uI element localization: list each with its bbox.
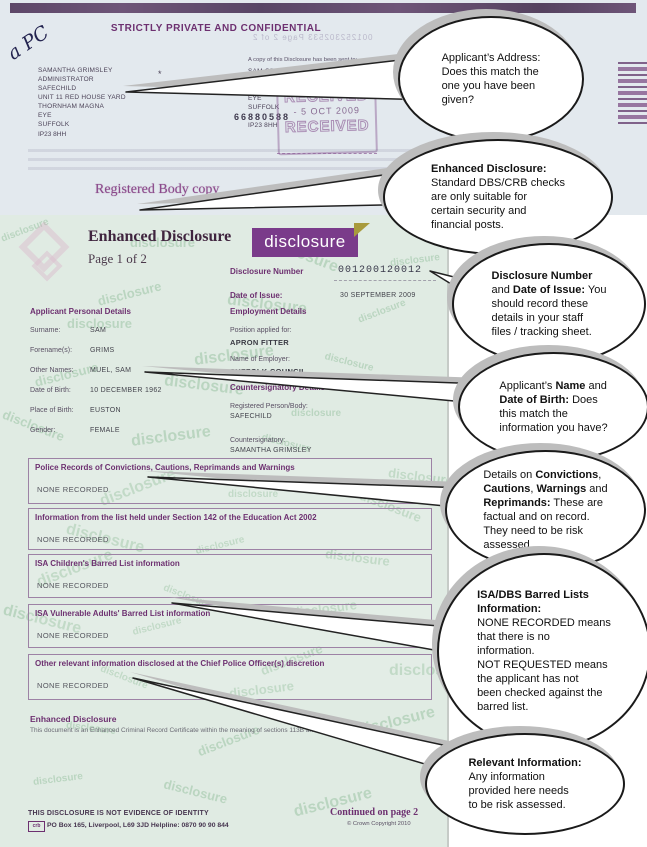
footer-address: PO Box 165, Liverpool, L69 3JD Helpline:…: [47, 822, 229, 829]
section-title: Other relevant information disclosed at …: [35, 659, 325, 668]
crown-copyright: © Crown Copyright 2010: [347, 821, 411, 827]
enhanced-disclosure-footnote-text: This document is an Enhanced Criminal Re…: [30, 727, 347, 734]
certificate-title: Enhanced Disclosure: [88, 228, 232, 245]
watermark-word: disclosure: [355, 703, 437, 740]
field-value: MUEL, SAM: [90, 367, 132, 374]
callout-text: ISA/DBS Barred Lists Information: NONE R…: [477, 588, 611, 714]
stamp-dashed-line: [277, 153, 377, 154]
section-value: NONE RECORDED: [37, 681, 109, 690]
disclosure-number-value: 001200120012: [338, 265, 423, 276]
watermark-word: disclosure: [356, 297, 408, 326]
callout-applicant-address: Applicant’s Address: Does this match the…: [398, 16, 584, 142]
field-value: SAM: [90, 327, 107, 334]
employer-value: SUFFOLK COUNCIL: [230, 367, 307, 376]
registered-body-value: SAFECHILD: [230, 413, 272, 420]
identity-notice: THIS DISCLOSURE IS NOT EVIDENCE OF IDENT…: [28, 810, 209, 817]
enhanced-disclosure-footnote-heading: Enhanced Disclosure: [30, 714, 117, 724]
certificate-page-number: Page 1 of 2: [88, 251, 147, 266]
barcode: [618, 62, 647, 124]
field-value: FEMALE: [90, 427, 120, 434]
confidential-header: STRICTLY PRIVATE AND CONFIDENTIAL: [110, 23, 322, 34]
field-value: GRIMS: [90, 347, 115, 354]
callout-barred-lists: ISA/DBS Barred Lists Information: NONE R…: [437, 553, 647, 749]
sender-address: SAMANTHA GRIMSLEY ADMINISTRATOR SAFECHIL…: [38, 67, 126, 128]
section-police-records: Police Records of Convictions, Cautions,…: [28, 458, 432, 504]
section-adults-barred-list: ISA Vulnerable Adults' Barred List infor…: [28, 604, 432, 648]
field-label: Gender:: [30, 427, 56, 434]
employer-label: Name of Employer:: [230, 356, 290, 363]
top-purple-band: [10, 3, 636, 13]
watermark-word: disclosure: [323, 351, 375, 374]
section-title: Information from the list held under Sec…: [35, 513, 317, 522]
section-education-act: Information from the list held under Sec…: [28, 508, 432, 550]
callout-text: Relevant Information: Any information pr…: [468, 756, 582, 812]
page2-showthrough-text: 001252302533 Page 2 of 2: [252, 33, 373, 42]
callout-text: Details on Convictions, Cautions, Warnin…: [483, 468, 608, 552]
watermark-word: disclosure: [33, 359, 100, 390]
disclosure-number-underline: [334, 280, 436, 281]
section-value: NONE RECORDED: [37, 535, 109, 544]
callout-text: Applicant’s Name and Date of Birth: Does…: [499, 379, 608, 435]
date-of-issue-label: Date of Issue:: [230, 291, 283, 300]
continued-on-page-2: Continued on page 2: [330, 807, 419, 818]
callout-convictions: Details on Convictions, Cautions, Warnin…: [445, 450, 646, 570]
field-label: Date of Birth:: [30, 387, 71, 394]
disclosure-logo-text: disclosure: [264, 232, 346, 251]
callout-name-dob: Applicant’s Name and Date of Birth: Does…: [458, 352, 647, 462]
date-of-issue-value: 30 SEPTEMBER 2009: [340, 292, 416, 299]
watermark-word: disclosure: [32, 770, 84, 789]
field-label: Other Names:: [30, 367, 74, 374]
faint-paragraph-text: [28, 149, 430, 176]
asterisk-mark: *: [158, 69, 162, 79]
section-value: NONE RECORDED: [37, 485, 109, 494]
section-other-information: Other relevant information disclosed at …: [28, 654, 432, 700]
countersignatory-heading: Countersignatory Details: [230, 383, 326, 392]
personal-details-heading: Applicant Personal Details: [30, 307, 131, 316]
field-label: Forename(s):: [30, 347, 73, 354]
field-label: Place of Birth:: [30, 407, 74, 414]
section-title: ISA Vulnerable Adults' Barred List infor…: [35, 609, 211, 618]
position-value: APRON FITTER: [230, 338, 290, 347]
stamp-word-bottom: RECEIVED: [284, 116, 370, 137]
callout-text: Enhanced Disclosure: Standard DBS/CRB ch…: [431, 162, 565, 232]
countersignatory-value: SAMANTHA GRIMSLEY: [230, 447, 312, 454]
watermark-word: disclosure: [96, 278, 163, 309]
employment-details-heading: Employment Details: [230, 307, 307, 316]
callout-enhanced-disclosure: Enhanced Disclosure: Standard DBS/CRB ch…: [383, 139, 613, 255]
callout-relevant-information: Relevant Information: Any information pr…: [425, 733, 625, 835]
watermark-word: disclosure: [130, 423, 212, 450]
stamp-word: RECEIVED: [283, 86, 369, 107]
certificate-sheet: disclosure disclosure disclosure disclosure…: [0, 215, 449, 847]
section-title: ISA Children's Barred List information: [35, 559, 180, 568]
field-label: Surname:: [30, 327, 61, 334]
crest-watermark: [18, 221, 78, 289]
section-title: Police Records of Convictions, Cautions,…: [35, 463, 295, 472]
section-value: NONE RECORDED: [37, 631, 109, 640]
registered-body-label: Registered Person/Body:: [230, 403, 308, 410]
callout-text: Applicant’s Address: Does this match the…: [441, 51, 541, 107]
countersignatory-label: Countersignatory:: [230, 437, 286, 444]
logo-fold-icon: [354, 223, 370, 237]
field-value: EUSTON: [90, 407, 121, 414]
copy-sent-note: A copy of this Disclosure has been sent …: [248, 57, 358, 63]
received-date-stamp: RECEIVED - 5 OCT 2009 RECEIVED: [276, 84, 378, 156]
reference-number: 66880588: [234, 112, 291, 122]
registered-body-copy-label: Registered Body copy: [95, 182, 220, 197]
watermark-word: disclosure: [162, 776, 229, 807]
field-value: 10 DECEMBER 1962: [90, 387, 162, 394]
disclosure-number-label: Disclosure Number: [230, 267, 304, 276]
position-label: Position applied for:: [230, 327, 292, 334]
callout-disclosure-number: Disclosure Number and Date of Issue: You…: [452, 243, 646, 365]
callout-text: Disclosure Number and Date of Issue: You…: [491, 269, 607, 339]
section-children-barred-list: ISA Children's Barred List information N…: [28, 554, 432, 598]
sender-postcode: IP23 8HH: [38, 131, 67, 138]
crb-logo: crb: [28, 821, 45, 832]
section-value: NONE RECORDED: [37, 581, 109, 590]
disclosure-logo: disclosure: [252, 223, 370, 257]
